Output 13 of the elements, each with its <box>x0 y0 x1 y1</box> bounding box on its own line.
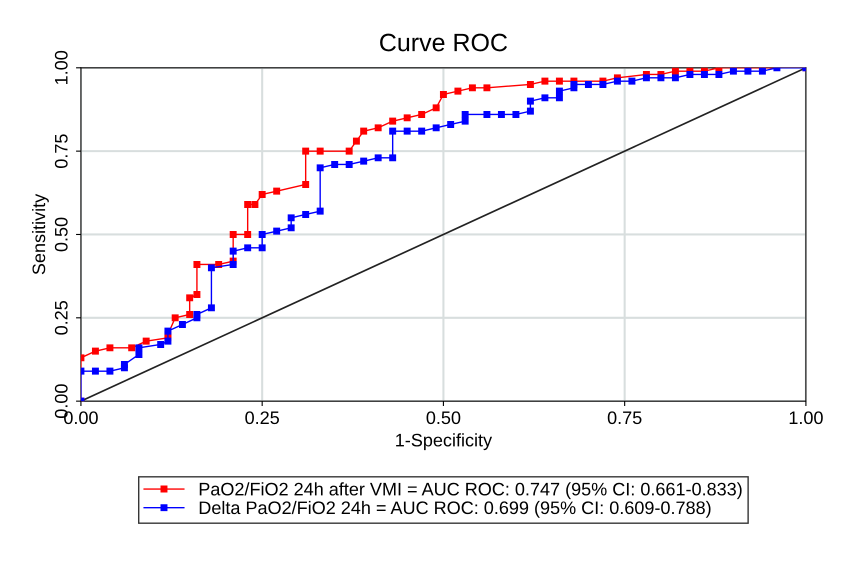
y-tick-label: 0.50 <box>54 218 68 252</box>
y-tick-label: 0.75 <box>54 134 68 168</box>
x-tick-label: 0.25 <box>245 411 279 424</box>
y-tick-label: 1.00 <box>54 50 68 84</box>
y-axis-title: Sensitivity <box>32 194 49 274</box>
x-tick-label: 1.00 <box>790 411 823 424</box>
legend-label: PaO2/FiO2 24h after VMI = AUC ROC: 0.747 (95% CI: 0.661-0.833) <box>200 482 742 500</box>
legend-label: Delta PaO2/FiO2 24h = AUC ROC: 0.699 (95% CI: 0.609-0.788) <box>200 500 711 518</box>
y-tick-label: 0.25 <box>54 300 68 335</box>
x-axis-title: 1-Specificity <box>396 433 492 450</box>
chart-title: Curve ROC <box>380 34 508 52</box>
x-tick-label: 0.50 <box>426 411 460 424</box>
x-tick-label: 0.75 <box>608 411 642 424</box>
